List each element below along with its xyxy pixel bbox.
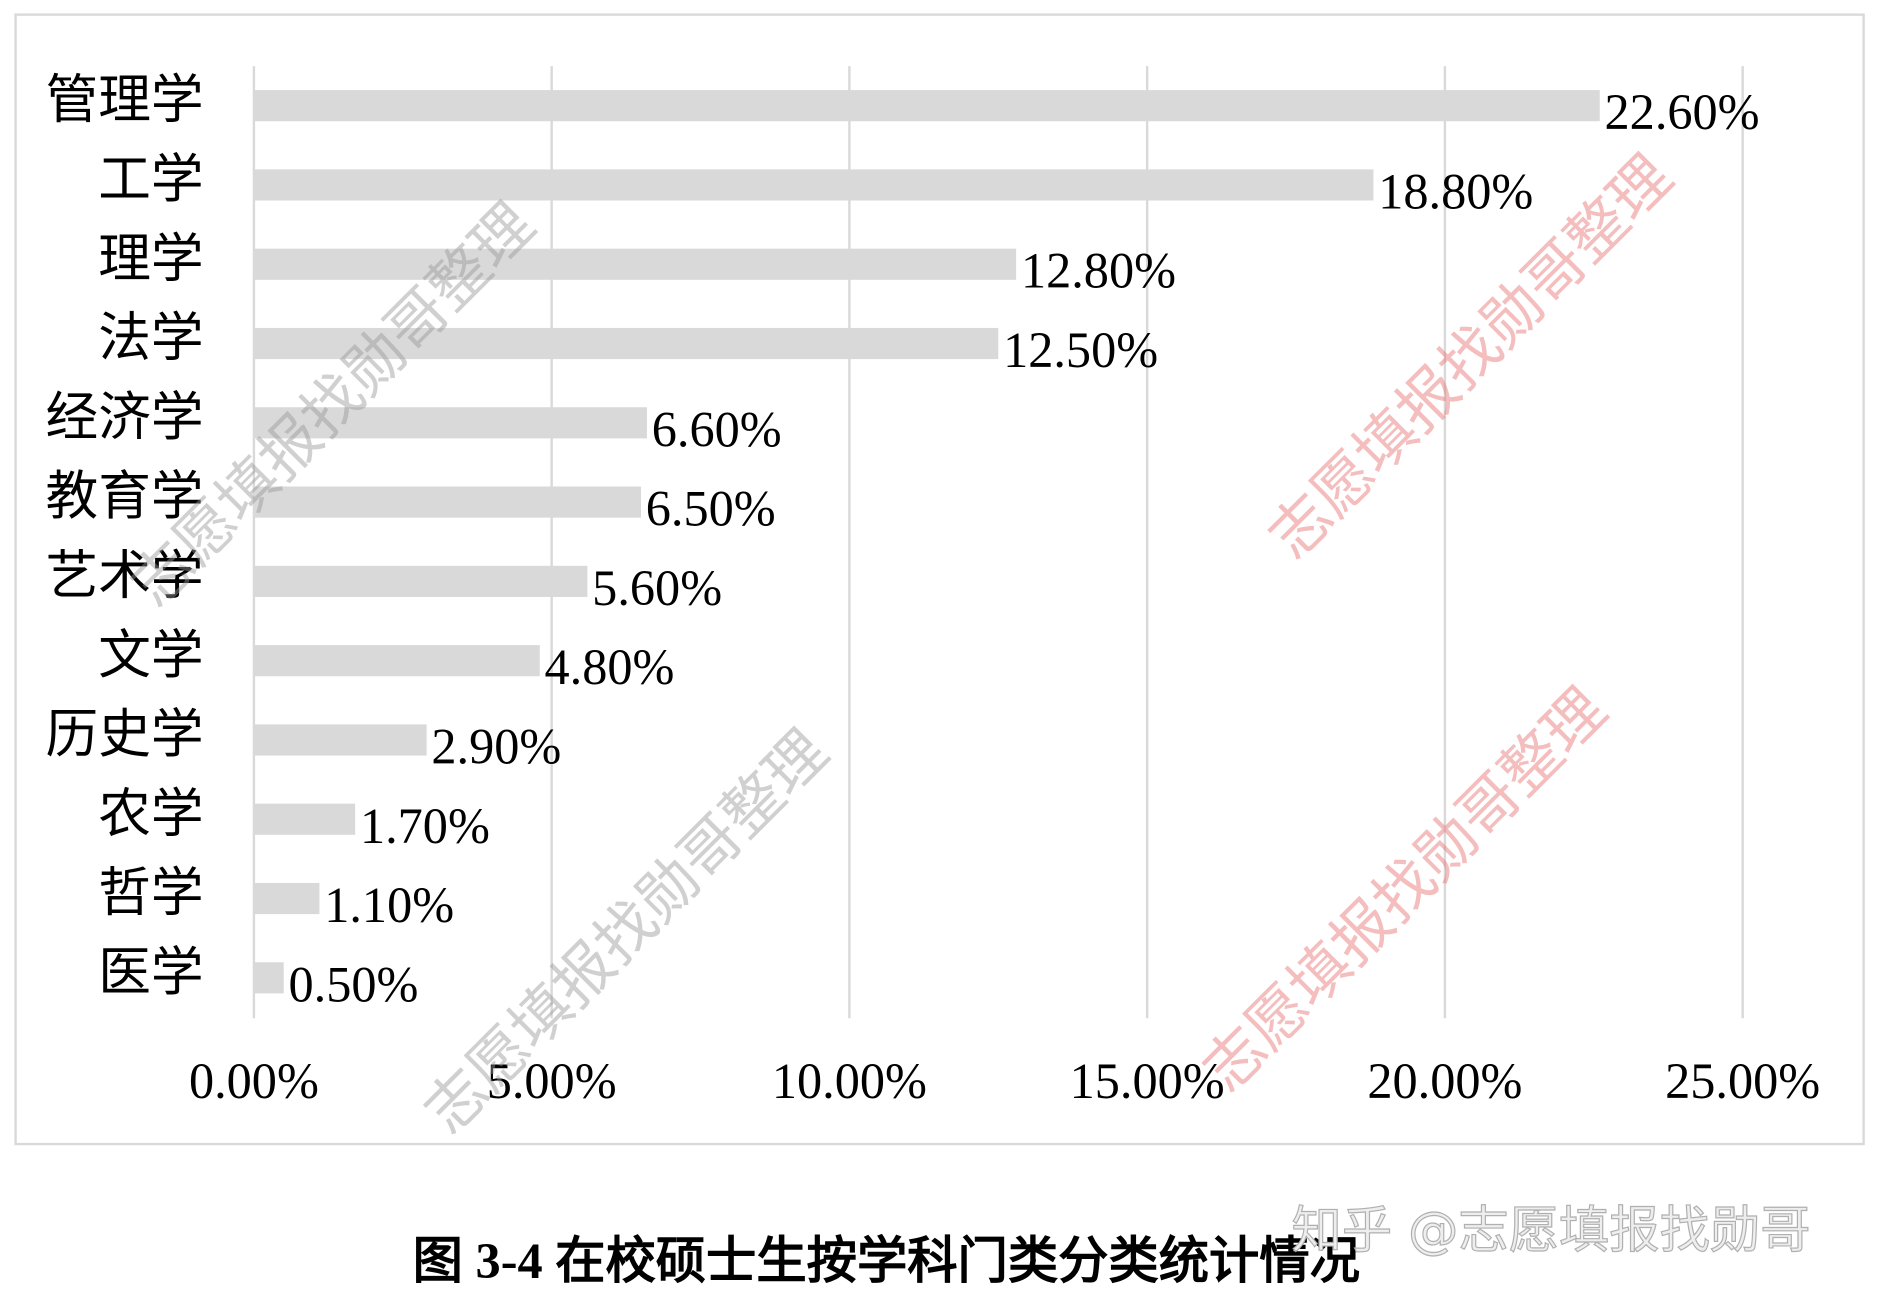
y-tick-label: 艺术学 bbox=[46, 547, 204, 605]
bar bbox=[253, 882, 320, 915]
y-tick-label: 理学 bbox=[98, 230, 203, 288]
x-tick-label: 0.00% bbox=[189, 1053, 319, 1109]
data-label: 6.60% bbox=[652, 401, 782, 457]
x-tick-label: 5.00% bbox=[487, 1053, 617, 1109]
data-label: 6.50% bbox=[646, 481, 776, 537]
bar bbox=[253, 169, 1374, 201]
bar bbox=[253, 90, 1600, 122]
y-tick-label: 管理学 bbox=[46, 72, 204, 130]
x-tick-label: 10.00% bbox=[772, 1053, 927, 1109]
chart-frame bbox=[14, 13, 1865, 1146]
plot-area: 0.00% 5.00% 10.00% 15.00% 20.00% 25.00% 管理学 22.… bbox=[46, 66, 1820, 1109]
data-label: 12.50% bbox=[1003, 322, 1158, 378]
bar bbox=[253, 407, 647, 439]
bar bbox=[253, 803, 356, 835]
data-label: 0.50% bbox=[288, 956, 418, 1012]
site-watermark: 知乎 @志愿填报找勋哥 bbox=[1292, 1200, 1811, 1259]
data-label: 1.10% bbox=[324, 877, 454, 933]
data-label: 18.80% bbox=[1378, 163, 1533, 219]
data-label: 1.70% bbox=[360, 798, 490, 854]
y-tick-label: 经济学 bbox=[46, 389, 204, 447]
y-tick-label: 工学 bbox=[98, 151, 203, 209]
bar bbox=[253, 248, 1017, 280]
y-tick-label: 哲学 bbox=[98, 865, 203, 923]
x-tick-label: 25.00% bbox=[1665, 1053, 1820, 1109]
bar bbox=[253, 724, 427, 756]
bar bbox=[253, 565, 588, 597]
y-tick-label: 农学 bbox=[98, 785, 203, 843]
bar bbox=[253, 645, 540, 677]
data-label: 2.90% bbox=[431, 718, 561, 774]
bar bbox=[253, 486, 641, 518]
y-tick-label: 医学 bbox=[98, 944, 203, 1002]
bar bbox=[253, 962, 284, 994]
chart-title: 图 3-4 在校硕士生按学科门类分类统计情况 bbox=[413, 1233, 1360, 1289]
y-tick-label: 历史学 bbox=[46, 706, 204, 764]
y-tick-label: 文学 bbox=[98, 627, 203, 685]
data-label: 22.60% bbox=[1605, 84, 1760, 140]
x-tick-label: 20.00% bbox=[1367, 1053, 1522, 1109]
data-label: 12.80% bbox=[1021, 243, 1176, 299]
x-tick-label: 15.00% bbox=[1070, 1053, 1225, 1109]
y-tick-label: 法学 bbox=[98, 310, 203, 368]
y-tick-label: 教育学 bbox=[46, 468, 204, 526]
bar bbox=[253, 327, 999, 360]
data-label: 4.80% bbox=[545, 639, 675, 695]
data-label: 5.60% bbox=[592, 560, 722, 616]
